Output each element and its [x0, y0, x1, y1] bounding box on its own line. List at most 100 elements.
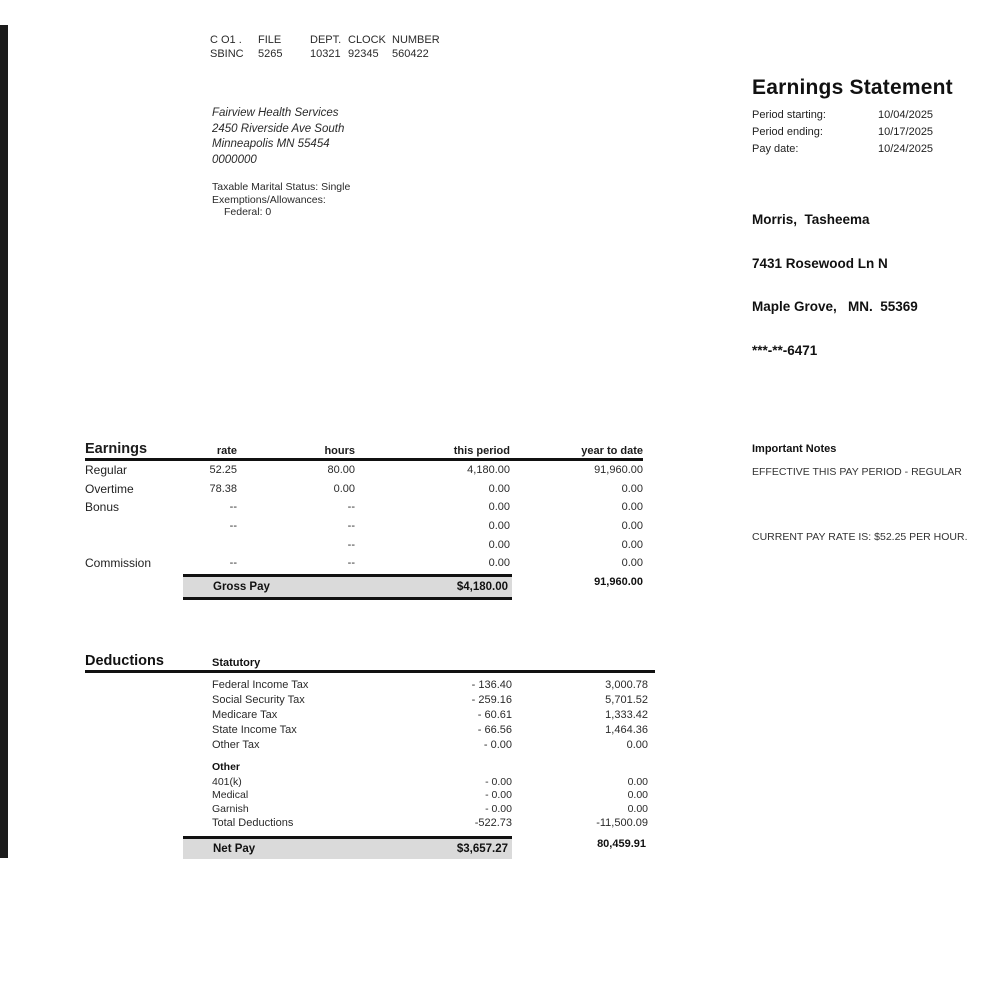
deduction-row-statutory-2: Medicare Tax - 60.61 1,333.42 — [85, 707, 655, 722]
period-starting-row: Period starting: 10/04/2025 — [752, 107, 978, 124]
clock-value: 92345 — [348, 48, 379, 60]
gross-pay-box: Gross Pay $4,180.00 — [183, 573, 512, 600]
deductions-header-row: Deductions Statutory — [85, 650, 655, 670]
deductions-body: Federal Income Tax - 136.40 3,000.78 Social… — [85, 677, 655, 859]
statutory-label: Statutory — [212, 657, 261, 669]
co-label: C O1 . — [210, 34, 242, 46]
exemptions-label: Exemptions/Allowances: — [212, 193, 326, 206]
row-ytd: 0.00 — [621, 520, 643, 533]
other-section-label: Other — [212, 761, 241, 773]
row-this-period: -522.73 — [474, 817, 512, 830]
earnings-header-rule — [85, 458, 643, 461]
row-label: Federal Income Tax — [212, 678, 309, 691]
period-ending-value: 10/17/2025 — [878, 126, 934, 138]
row-label: Bonus — [85, 500, 120, 515]
row-rate: -- — [229, 557, 237, 570]
col-rate: rate — [216, 445, 237, 457]
row-ytd: 1,333.42 — [605, 708, 648, 721]
row-this-period: - 0.00 — [485, 789, 512, 802]
row-this-period: - 0.00 — [485, 802, 512, 815]
deduction-row-statutory-4: Other Tax - 0.00 0.00 — [85, 737, 655, 752]
company-address-block: Fairview Health Services 2450 Riverside … — [212, 106, 344, 168]
net-pay-this-period: $3,657.27 — [456, 842, 508, 855]
row-ytd: 0.00 — [621, 501, 643, 514]
deduction-row-total: Total Deductions -522.73 -11,500.09 — [85, 816, 655, 831]
company-code: 0000000 — [212, 153, 257, 166]
row-label: Garnish — [212, 802, 249, 815]
period-starting-value: 10/04/2025 — [878, 109, 934, 121]
pay-date-row: Pay date: 10/24/2025 — [752, 141, 978, 158]
earnings-row-bonus: Bonus -- -- 0.00 0.00 — [85, 498, 643, 517]
employee-address-line2: Maple Grove, MN. 55369 — [752, 299, 918, 314]
file-header: C O1 . FILE DEPT. CLOCK NUMBER SBINC 526… — [210, 33, 452, 61]
file-label: FILE — [258, 34, 282, 46]
row-this-period: - 60.61 — [477, 708, 512, 721]
row-rate: 52.25 — [209, 464, 237, 477]
earnings-row-blank-1: -- -- 0.00 0.00 — [85, 517, 643, 536]
statement-header: Earnings Statement Period starting: 10/0… — [752, 76, 978, 158]
row-this-period: 0.00 — [488, 557, 510, 570]
col-year-to-date: year to date — [581, 445, 643, 457]
note-effective: EFFECTIVE THIS PAY PERIOD - REGULAR — [752, 466, 962, 478]
row-label: Regular — [85, 463, 128, 478]
row-ytd: 3,000.78 — [605, 678, 648, 691]
row-label: Commission — [85, 556, 152, 571]
earnings-header-row: Earnings rate hours this period year to … — [85, 440, 643, 457]
file-value: 5265 — [258, 48, 283, 60]
gross-pay-row: Gross Pay $4,180.00 91,960.00 — [85, 573, 643, 600]
dept-value: 10321 — [310, 48, 341, 60]
row-this-period: - 66.56 — [477, 723, 512, 736]
scan-edge-bar — [0, 25, 8, 858]
row-label: Medical — [212, 789, 249, 802]
earnings-row-regular: Regular 52.25 80.00 4,180.00 91,960.00 — [85, 461, 643, 480]
period-starting-label: Period starting: — [752, 109, 826, 121]
row-this-period: - 259.16 — [471, 693, 512, 706]
row-this-period: 4,180.00 — [467, 464, 510, 477]
deduction-row-statutory-1: Social Security Tax - 259.16 5,701.52 — [85, 692, 655, 707]
row-this-period: 0.00 — [488, 501, 510, 514]
important-notes-title: Important Notes — [752, 443, 837, 455]
company-name: Fairview Health Services — [212, 107, 339, 119]
pay-date-value: 10/24/2025 — [878, 143, 934, 155]
row-this-period: - 0.00 — [483, 738, 512, 751]
dept-label: DEPT. — [310, 34, 342, 46]
file-header-values: SBINC 5265 10321 92345 560422 — [210, 47, 452, 61]
deductions-title: Deductions — [85, 653, 164, 669]
statement-dates: Period starting: 10/04/2025 Period endin… — [752, 107, 978, 158]
earnings-table: Earnings rate hours this period year to … — [85, 440, 643, 600]
row-hours: 0.00 — [333, 482, 355, 495]
row-hours: -- — [347, 538, 355, 551]
net-pay-label: Net Pay — [213, 842, 256, 855]
earnings-row-commission: Commission -- -- 0.00 0.00 — [85, 554, 643, 573]
row-ytd: -11,500.09 — [596, 817, 648, 830]
gross-pay-label: Gross Pay — [213, 580, 270, 593]
deductions-table: Deductions Statutory Federal Income Tax -… — [85, 650, 655, 859]
tax-status-block: Taxable Marital Status: Single Exemption… — [212, 181, 350, 219]
row-rate: 78.38 — [209, 482, 237, 495]
row-this-period: - 0.00 — [485, 775, 512, 788]
period-ending-label: Period ending: — [752, 126, 823, 138]
deduction-row-statutory-3: State Income Tax - 66.56 1,464.36 — [85, 722, 655, 737]
row-ytd: 0.00 — [627, 802, 648, 815]
net-pay-row: Net Pay $3,657.27 80,459.91 — [85, 835, 655, 859]
col-this-period: this period — [453, 445, 510, 457]
row-label: 401(k) — [212, 775, 242, 788]
row-this-period: 0.00 — [488, 538, 510, 551]
row-hours: -- — [347, 501, 355, 514]
row-label: Social Security Tax — [212, 693, 305, 706]
earnings-title: Earnings — [85, 441, 148, 457]
row-ytd: 0.00 — [627, 789, 648, 802]
row-ytd: 1,464.36 — [605, 723, 648, 736]
deduction-row-other-2: Garnish - 0.00 0.00 — [85, 802, 655, 816]
row-ytd: 0.00 — [621, 538, 643, 551]
company-address-line2: Minneapolis MN 55454 — [212, 138, 330, 150]
earnings-row-overtime: Overtime 78.38 0.00 0.00 0.00 — [85, 480, 643, 499]
pay-date-label: Pay date: — [752, 143, 799, 155]
row-ytd: 0.00 — [621, 557, 643, 570]
clock-label: CLOCK — [348, 34, 386, 46]
col-hours: hours — [324, 445, 355, 457]
row-this-period: - 136.40 — [471, 678, 512, 691]
file-header-labels: C O1 . FILE DEPT. CLOCK NUMBER — [210, 33, 452, 47]
employee-name: Morris, Tasheema — [752, 212, 870, 227]
net-pay-ytd: 80,459.91 — [597, 837, 646, 850]
